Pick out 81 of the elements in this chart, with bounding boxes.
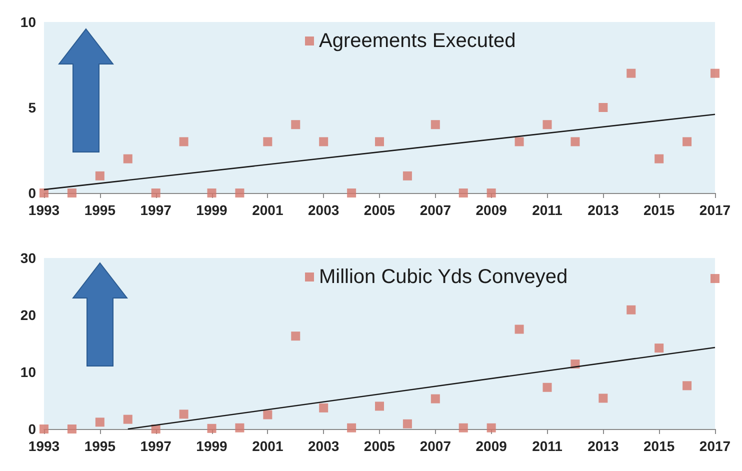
point — [263, 137, 272, 146]
x-tick-label: 1995 — [84, 202, 116, 218]
point — [402, 419, 412, 428]
x-tick-label: 2005 — [364, 438, 396, 454]
point — [179, 137, 188, 146]
point — [626, 305, 636, 314]
point — [654, 344, 664, 353]
point — [514, 137, 524, 146]
point — [710, 274, 720, 284]
point — [598, 103, 608, 112]
x-tick-label: 2005 — [364, 202, 396, 218]
point — [375, 137, 384, 146]
x-tick-label: 2001 — [252, 438, 284, 454]
point — [67, 424, 76, 434]
point — [235, 188, 244, 198]
point — [626, 68, 636, 78]
x-tick-label: 2011 — [532, 202, 563, 218]
x-tick-label: 1999 — [196, 202, 228, 218]
x-tick-label: 2003 — [308, 438, 340, 454]
point — [402, 171, 412, 180]
point — [542, 382, 552, 392]
point — [682, 381, 692, 390]
point — [207, 424, 216, 433]
x-tick-label: 2013 — [588, 438, 619, 454]
point — [179, 410, 188, 419]
point — [682, 137, 692, 146]
point — [486, 188, 496, 198]
x-tick-label: 2003 — [308, 202, 340, 218]
x-tick-label: 1999 — [196, 438, 228, 454]
y-tick-label: 20 — [20, 307, 36, 323]
x-tick-label: 2011 — [532, 438, 563, 454]
point — [710, 68, 720, 78]
point — [319, 137, 328, 146]
point — [598, 394, 608, 403]
point — [570, 137, 580, 146]
point — [514, 324, 524, 334]
y-tick-label: 10 — [20, 14, 36, 30]
point — [291, 120, 300, 130]
point — [123, 154, 132, 164]
legend-label: Agreements Executed — [319, 30, 516, 52]
point — [95, 171, 104, 180]
point — [486, 423, 496, 432]
x-tick-label: 1995 — [84, 438, 116, 454]
point — [235, 423, 244, 432]
point — [430, 394, 440, 404]
point — [654, 154, 664, 164]
point — [347, 423, 356, 432]
y-tick-label: 0 — [28, 421, 36, 437]
point — [347, 188, 356, 198]
y-tick-label: 5 — [28, 100, 36, 116]
x-tick-label: 2015 — [644, 438, 675, 454]
point — [95, 418, 104, 427]
point — [458, 188, 468, 198]
x-tick-label: 1993 — [28, 438, 60, 454]
x-tick-label: 1997 — [140, 438, 172, 454]
point — [291, 332, 300, 341]
x-tick-label: 1993 — [28, 202, 60, 218]
x-tick-label: 2013 — [588, 202, 619, 218]
point — [67, 188, 76, 198]
x-tick-label: 2017 — [699, 438, 731, 454]
point — [151, 188, 160, 198]
x-tick-label: 1997 — [140, 202, 172, 218]
point — [542, 120, 552, 130]
x-tick-label: 2007 — [420, 438, 452, 454]
x-tick-label: 2009 — [476, 202, 508, 218]
point — [319, 403, 328, 412]
y-tick-label: 30 — [20, 250, 36, 266]
x-tick-label: 2017 — [699, 202, 731, 218]
x-tick-label: 2001 — [252, 202, 284, 218]
y-tick-label: 10 — [20, 364, 36, 380]
point — [375, 402, 384, 411]
point — [430, 120, 440, 130]
y-tick-label: 0 — [28, 185, 36, 201]
point — [123, 414, 132, 424]
x-tick-label: 2015 — [644, 202, 675, 218]
point — [207, 188, 216, 198]
point — [458, 423, 468, 432]
x-tick-label: 2007 — [420, 202, 452, 218]
x-tick-label: 2009 — [476, 438, 508, 454]
point — [263, 410, 272, 420]
legend-label: Million Cubic Yds Conveyed — [319, 266, 568, 288]
